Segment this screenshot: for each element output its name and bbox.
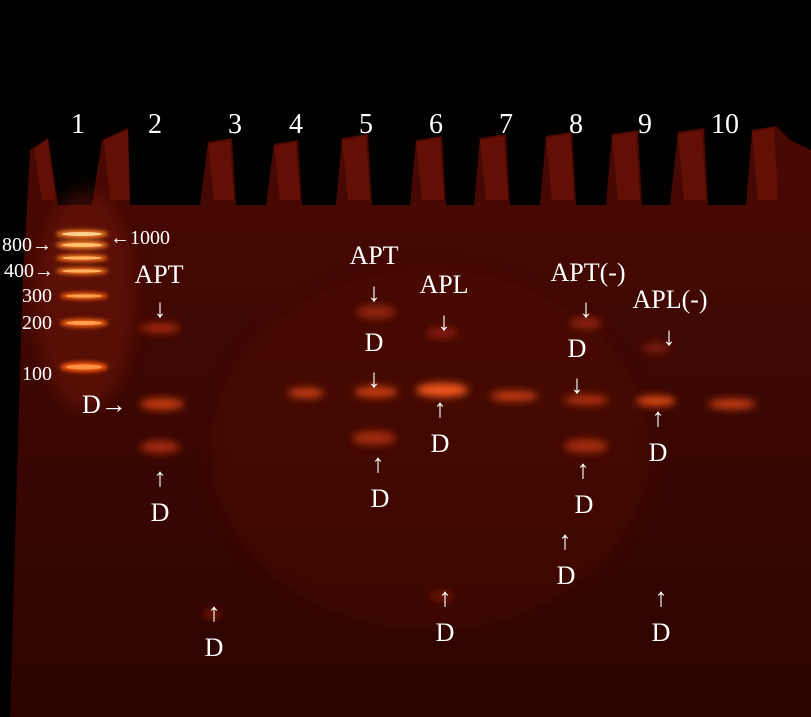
marker-label-100: 100: [22, 363, 52, 385]
lane2-tag: APT: [134, 260, 184, 289]
arrow-down-icon: ↓: [662, 322, 676, 351]
d-label: D: [364, 328, 384, 357]
arrow-right-icon: →: [34, 260, 54, 282]
d-label: D: [435, 618, 455, 647]
arrow-down-icon: ↓: [367, 364, 381, 393]
lane-number-4: 4: [289, 109, 303, 140]
arrow-up-icon: ↑: [576, 455, 590, 484]
well-walls: [34, 128, 778, 200]
arrow-down-icon: ↓: [570, 370, 584, 399]
arrow-left-icon: ←: [110, 227, 130, 249]
marker-label-800: 800→: [2, 235, 52, 255]
d-label: D: [370, 484, 390, 513]
d-label: D: [150, 498, 170, 527]
arrow-down-icon: ↓: [367, 278, 381, 307]
d-label: D: [556, 561, 576, 590]
arrow-up-icon: ↑: [558, 526, 572, 555]
arrow-up-icon: ↑: [433, 394, 447, 423]
d-label: D: [430, 429, 450, 458]
arrow-right-icon: →: [32, 234, 52, 256]
d-label: D: [204, 633, 224, 662]
arrow-up-icon: ↑: [438, 583, 452, 612]
lane-number-8: 8: [569, 109, 583, 140]
lane-number-2: 2: [148, 109, 162, 140]
arrow-down-icon: ↓: [153, 294, 167, 323]
marker-value: 800: [2, 234, 32, 256]
arrow-down-icon: ↓: [579, 294, 593, 323]
arrow-up-icon: ↑: [207, 598, 221, 627]
d-label: D: [567, 334, 587, 363]
marker-value: 400: [4, 260, 34, 282]
lane-number-5: 5: [359, 109, 373, 140]
marker-label-400: 400→: [4, 261, 54, 281]
d-label: D: [82, 390, 101, 419]
arrow-down-icon: ↓: [437, 307, 451, 336]
lane-number-3: 3: [228, 109, 242, 140]
lane-number-9: 9: [638, 109, 652, 140]
arrow-up-icon: ↑: [153, 463, 167, 492]
arrow-up-icon: ↑: [654, 583, 668, 612]
marker-value: 1000: [130, 227, 170, 249]
lane2-side-d-label: D→: [82, 392, 127, 418]
sample-bands: [140, 305, 756, 618]
arrow-up-icon: ↑: [651, 403, 665, 432]
arrow-up-icon: ↑: [371, 449, 385, 478]
d-label: D: [574, 490, 594, 519]
lane-number-7: 7: [499, 109, 513, 140]
d-label: D: [651, 618, 671, 647]
ladder-bands: [56, 230, 108, 372]
lane-number-1: 1: [71, 109, 85, 140]
lane5-tag: APT: [349, 241, 399, 270]
arrow-right-icon: →: [100, 390, 127, 419]
marker-label-300: 300: [22, 285, 52, 307]
lane-number-10: 10: [711, 109, 739, 140]
marker-label-1000: ←1000: [110, 228, 170, 248]
lane-number-6: 6: [429, 109, 443, 140]
marker-label-200: 200: [22, 312, 52, 334]
lane9-tag: APL(-): [632, 285, 708, 314]
lane8-tag: APT(-): [550, 258, 626, 287]
lane6-tag: APL: [419, 270, 469, 299]
d-label: D: [648, 438, 668, 467]
